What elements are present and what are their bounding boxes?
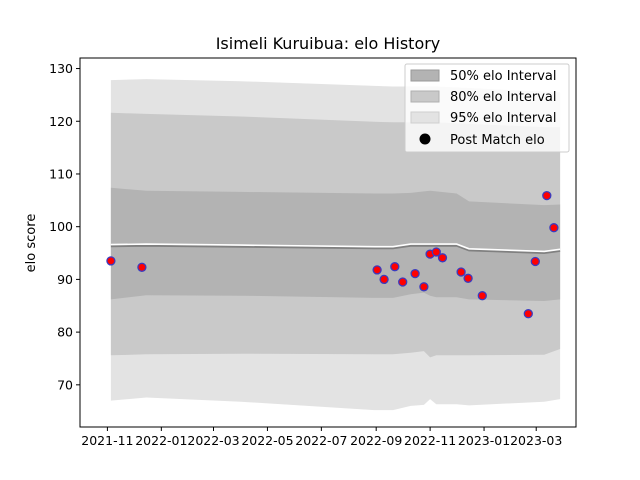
legend: 50% elo Interval 80% elo Interval 95% el… [404, 63, 570, 153]
y-tick-label: 110 [49, 166, 73, 181]
legend-label-50: 50% elo Interval [450, 69, 557, 84]
axes-frame [79, 57, 577, 428]
legend-box [404, 63, 570, 153]
y-tick-label: 100 [49, 219, 73, 234]
x-axis: 2021-11 2022-01 2022-03 2022-05 2022-07 2022-… [81, 427, 562, 448]
legend-swatch-50 [410, 69, 440, 82]
elo-point [379, 274, 389, 285]
elo-point [477, 291, 487, 301]
band-50-interval [110, 187, 561, 301]
y-axis: 70 80 90 100 110 120 130 [49, 61, 80, 392]
elo-point [530, 256, 540, 267]
x-tick-label: 2023-01 [458, 433, 510, 448]
legend-swatch-80 [410, 90, 440, 103]
elo-point [523, 309, 533, 319]
plot-area [106, 79, 561, 411]
x-tick-label: 2022-01 [135, 433, 187, 448]
elo-point [549, 223, 559, 233]
y-tick-label: 70 [57, 377, 73, 392]
x-tick-label: 2022-07 [295, 433, 347, 448]
elo-point [398, 277, 408, 287]
elo-point [542, 190, 552, 201]
elo-point [419, 282, 429, 292]
elo-point [137, 262, 147, 272]
y-tick-label: 80 [57, 325, 73, 340]
elo-point [410, 268, 420, 279]
y-tick-label: 90 [57, 272, 73, 287]
elo-point [372, 265, 382, 275]
legend-label-95: 95% elo Interval [450, 111, 557, 126]
legend-marker-icon [419, 133, 431, 145]
elo-point [463, 273, 473, 283]
elo-point [390, 262, 400, 272]
x-tick-label: 2022-11 [404, 433, 456, 448]
x-tick-label: 2022-09 [350, 433, 402, 448]
chart-title: Isimeli Kuruibua: elo History [216, 34, 441, 53]
y-tick-label: 130 [49, 61, 73, 76]
elo-point [437, 253, 448, 263]
x-tick-label: 2021-11 [81, 433, 133, 448]
legend-label-marker: Post Match elo [450, 133, 545, 148]
elo-point [431, 247, 441, 257]
x-tick-label: 2022-03 [187, 433, 239, 448]
elo-point [456, 267, 466, 277]
mean-line [110, 243, 561, 253]
legend-swatch-95 [410, 111, 440, 124]
y-tick-label: 120 [49, 114, 73, 129]
legend-label-80: 80% elo Interval [450, 90, 557, 105]
elo-point [106, 256, 116, 266]
x-tick-label: 2023-03 [510, 433, 562, 448]
x-tick-label: 2022-05 [241, 433, 293, 448]
y-axis-label: elo score [24, 214, 39, 273]
mean-line-shadow [110, 244, 561, 255]
